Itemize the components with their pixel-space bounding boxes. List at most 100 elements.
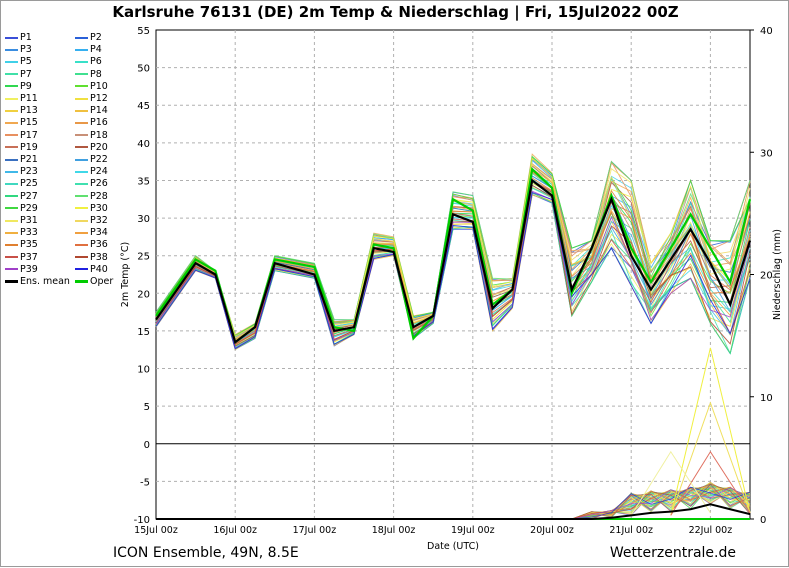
legend-swatch xyxy=(5,48,18,51)
legend-label: P30 xyxy=(90,202,108,214)
member-temp-line xyxy=(155,157,751,337)
legend-label: P6 xyxy=(90,56,102,68)
legend-label: P15 xyxy=(20,117,38,129)
legend-item: P31 xyxy=(5,215,38,227)
legend-label: P13 xyxy=(20,105,38,117)
legend-label: P27 xyxy=(20,190,38,202)
legend-swatch xyxy=(75,158,88,161)
legend-label: P16 xyxy=(90,117,108,129)
legend-item: P11 xyxy=(5,93,38,105)
site-caption: Wetterzentrale.de xyxy=(609,545,736,561)
x-tick-label: 22Jul 00z xyxy=(689,525,733,536)
legend-item: P32 xyxy=(75,215,108,227)
legend-item: P35 xyxy=(5,239,38,251)
legend-swatch xyxy=(75,97,88,100)
member-precip-line xyxy=(156,487,751,520)
legend-swatch xyxy=(75,73,88,76)
legend-item: P14 xyxy=(75,105,108,117)
legend-label: P2 xyxy=(90,32,102,43)
legend-item: P21 xyxy=(5,154,38,166)
legend-item: P30 xyxy=(75,203,108,215)
legend-label: P1 xyxy=(20,32,32,43)
legend-label: P8 xyxy=(90,68,102,80)
legend-item: P28 xyxy=(75,191,108,203)
legend-swatch xyxy=(5,121,18,124)
legend-item: P26 xyxy=(75,178,108,190)
y-tick-label: 35 xyxy=(137,176,150,187)
legend-item: P8 xyxy=(75,69,102,81)
y-tick-label: -10 xyxy=(134,515,150,526)
legend-swatch xyxy=(5,109,18,112)
legend-item: P24 xyxy=(75,166,108,178)
legend-swatch xyxy=(75,134,88,137)
legend-swatch xyxy=(5,60,18,63)
y-tick-label: 25 xyxy=(137,252,150,263)
precip-peak-line xyxy=(670,401,751,516)
x-tick-label: 15Jul 00z xyxy=(134,525,178,536)
legend-item: P33 xyxy=(5,227,38,239)
y-tick-label: -5 xyxy=(140,477,150,488)
legend-item: P17 xyxy=(5,130,38,142)
y2-tick-label: 10 xyxy=(760,393,773,404)
legend-item: P22 xyxy=(75,154,108,166)
y2-axis-label: Niederschlag (mm) xyxy=(772,229,783,320)
x-tick-label: 19Jul 00z xyxy=(451,525,495,536)
legend-swatch xyxy=(5,219,18,222)
y-tick-label: 0 xyxy=(144,440,150,451)
y-tick-label: 10 xyxy=(137,365,150,376)
legend-item: P4 xyxy=(75,44,102,56)
legend-swatch xyxy=(5,243,18,246)
legend-item: P16 xyxy=(75,117,108,129)
legend-swatch xyxy=(5,73,18,76)
legend-item: P36 xyxy=(75,239,108,251)
legend-label: P4 xyxy=(90,44,102,56)
legend-label: P24 xyxy=(90,166,108,178)
legend-label: P18 xyxy=(90,129,108,141)
legend-swatch xyxy=(5,280,18,283)
legend-label: Oper xyxy=(90,276,114,287)
legend-label: P7 xyxy=(20,68,32,80)
legend-label: P39 xyxy=(20,263,38,275)
legend-swatch xyxy=(5,195,18,198)
precip-peak-line xyxy=(630,450,711,516)
legend-swatch xyxy=(75,48,88,51)
legend-label: P14 xyxy=(90,105,108,117)
legend-swatch xyxy=(5,134,18,137)
y2-tick-label: 20 xyxy=(760,271,773,282)
legend-label: P28 xyxy=(90,190,108,202)
legend-swatch xyxy=(75,268,88,271)
legend-item: P15 xyxy=(5,117,38,129)
legend-label: P35 xyxy=(20,239,38,251)
legend-swatch xyxy=(75,109,88,112)
legend-label: P17 xyxy=(20,129,38,141)
y-tick-label: 15 xyxy=(137,327,150,338)
legend-item: P40 xyxy=(75,264,108,276)
y-tick-label: 20 xyxy=(137,289,150,300)
legend-swatch xyxy=(75,36,88,39)
legend-label: P22 xyxy=(90,154,108,165)
legend-label: P36 xyxy=(90,239,108,251)
legend-swatch xyxy=(75,195,88,198)
legend-item: P27 xyxy=(5,191,38,203)
legend-label: P10 xyxy=(90,80,108,92)
y-tick-label: 55 xyxy=(137,26,150,37)
legend-swatch xyxy=(5,207,18,210)
legend-item: P2 xyxy=(75,32,102,44)
legend-item: Ens. mean xyxy=(5,276,70,288)
legend-label: P20 xyxy=(90,141,108,153)
legend-item: P19 xyxy=(5,142,38,154)
legend-swatch xyxy=(75,207,88,210)
y-tick-label: 40 xyxy=(137,139,150,150)
legend-label: P26 xyxy=(90,178,108,190)
legend-item: P37 xyxy=(5,252,38,264)
member-precip-line xyxy=(156,487,751,520)
legend-label: P37 xyxy=(20,251,38,263)
y2-tick-label: 0 xyxy=(760,515,766,526)
legend-swatch xyxy=(75,243,88,246)
legend-item: Oper xyxy=(75,276,113,288)
legend-label: P40 xyxy=(90,263,108,275)
y-axis-label: 2m Temp (°C) xyxy=(120,242,131,307)
legend-swatch xyxy=(5,170,18,173)
legend-label: P11 xyxy=(20,93,38,104)
